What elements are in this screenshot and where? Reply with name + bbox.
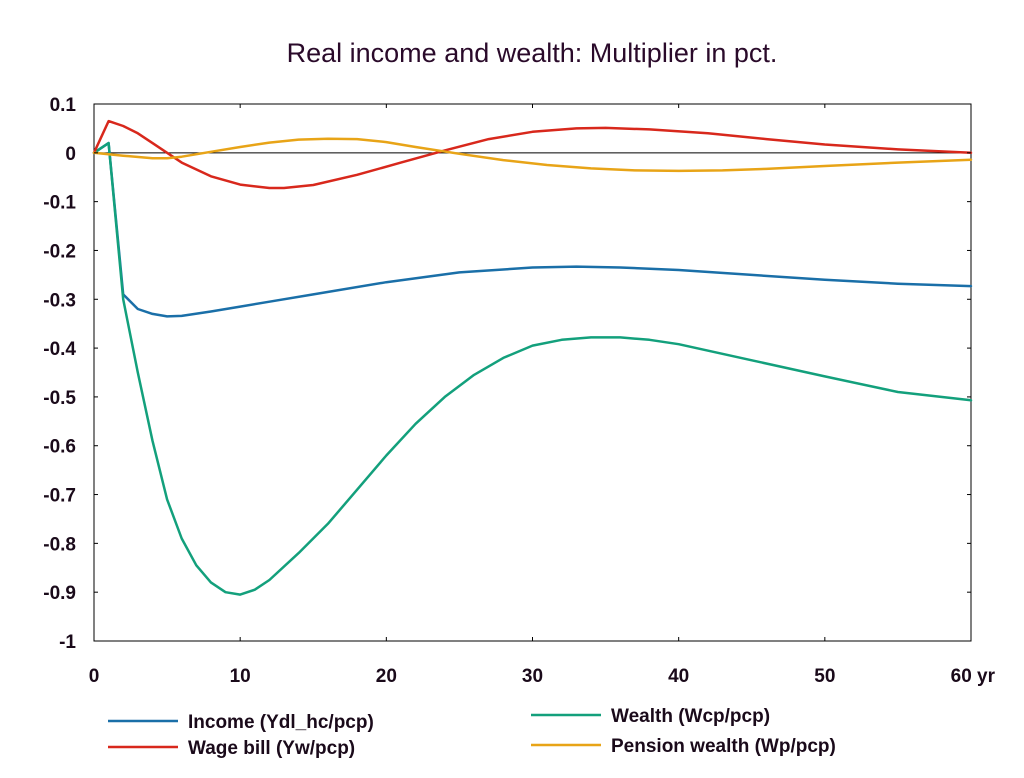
y-tick-label: -0.6 (43, 437, 76, 458)
y-tick-label: 0.1 (50, 95, 77, 116)
x-tick-label: 0 (89, 666, 100, 687)
legend-label: Pension wealth (Wp/pcp) (611, 736, 836, 757)
x-tick-label: 40 (668, 666, 689, 687)
x-axis: 0 10 20 30 40 50 60 yr (89, 104, 996, 687)
series-line-2 (92, 141, 973, 596)
legend-label: Wealth (Wcp/pcp) (611, 706, 770, 727)
y-tick-label: 0 (65, 144, 76, 165)
y-axis: 0.1 0 -0.1 -0.2 -0.3 -0.4 -0.5 -0.6 -0.7 -0.8 -0.9… (43, 95, 971, 653)
series-line-4 (92, 137, 973, 173)
legend-label: Wage bill (Yw/pcp) (188, 738, 355, 759)
chart-title: Real income and wealth: Multiplier in pc… (287, 38, 778, 68)
series-layer (92, 119, 973, 596)
legend-label: Income (Ydl_hc/pcp) (188, 712, 374, 733)
x-tick-label: 60 yr (951, 666, 996, 687)
x-tick-label: 30 (522, 666, 543, 687)
x-tick-label: 50 (814, 666, 835, 687)
y-tick-label: -0.3 (43, 290, 76, 311)
legend: Income (Ydl_hc/pcp) Wealth (Wcp/pcp) Wage … (108, 706, 836, 759)
y-tick-label: -0.7 (43, 486, 76, 507)
y-tick-label: -0.8 (43, 534, 76, 555)
x-tick-label: 10 (230, 666, 251, 687)
y-tick-label: -0.2 (43, 241, 76, 262)
plot-area (93, 103, 972, 642)
y-tick-label: -0.4 (43, 339, 76, 360)
series-line-3 (92, 119, 973, 190)
x-tick-label: 20 (376, 666, 397, 687)
y-tick-label: -0.9 (43, 583, 76, 604)
y-tick-label: -0.5 (43, 388, 76, 409)
y-tick-label: -0.1 (43, 193, 76, 214)
y-tick-label: -1 (59, 632, 76, 653)
series-line-1 (92, 141, 973, 318)
